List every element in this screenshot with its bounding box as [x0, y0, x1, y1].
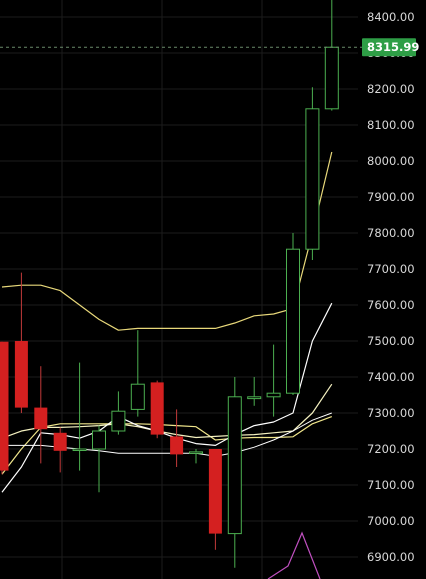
line-ma-slow — [1, 416, 333, 475]
candle — [286, 233, 300, 395]
indicator-series — [267, 531, 321, 579]
price-axis: 6900.00 7000.00 7100.00 7200.00 7300.00 7400.… — [367, 10, 415, 564]
candle-body — [92, 430, 106, 450]
candle — [130, 330, 145, 417]
candle — [14, 272, 28, 413]
price-axis-tick: 8400.00 — [367, 10, 415, 24]
candle-body — [72, 448, 87, 451]
candle — [34, 366, 48, 464]
price-axis-tick: 6900.00 — [367, 550, 415, 564]
price-axis-tick: 8000.00 — [367, 154, 415, 168]
price-axis-tick: 7000.00 — [367, 514, 415, 528]
candle-body — [53, 432, 67, 451]
candle-body — [305, 108, 320, 250]
price-axis-tick: 7700.00 — [367, 262, 415, 276]
grid — [0, 0, 358, 579]
price-axis-tick: 7600.00 — [367, 298, 415, 312]
candle — [0, 341, 9, 475]
candle-body — [266, 392, 281, 398]
line-envelope-upper — [1, 151, 333, 331]
price-axis-tick: 8200.00 — [367, 82, 415, 96]
price-axis-tick: 8100.00 — [367, 118, 415, 132]
line-ma-mid — [1, 383, 333, 439]
candle-body — [227, 396, 242, 535]
price-axis-tick: 7800.00 — [367, 226, 415, 240]
candle — [72, 362, 87, 471]
price-axis-tick: 7400.00 — [367, 370, 415, 384]
candle-body — [247, 396, 262, 400]
price-axis-tick: 7300.00 — [367, 406, 415, 420]
candle-body — [170, 436, 184, 455]
candle — [92, 425, 106, 493]
candle — [111, 391, 126, 435]
candle — [247, 377, 262, 406]
indicator-line — [267, 531, 321, 579]
candle-body — [150, 382, 164, 435]
candle — [266, 344, 281, 417]
candle — [53, 427, 67, 473]
candle-body — [130, 383, 145, 410]
current-price-label: 8315.99 — [367, 40, 419, 54]
candle-body — [0, 341, 9, 471]
candle-body — [324, 46, 339, 110]
candle — [189, 449, 203, 464]
candle — [170, 409, 184, 467]
current-price-badge — [362, 38, 416, 57]
candle-body — [34, 407, 48, 430]
candle-body — [14, 341, 28, 408]
candle — [227, 377, 242, 568]
candle-body — [286, 248, 300, 394]
price-axis-tick: 7200.00 — [367, 442, 415, 456]
candles — [0, 0, 339, 568]
candle — [208, 449, 222, 550]
candle-body — [111, 410, 126, 432]
price-axis-tick: 7100.00 — [367, 478, 415, 492]
candle-body — [189, 451, 203, 454]
price-axis-tick: 7900.00 — [367, 190, 415, 204]
candle-body — [208, 449, 222, 534]
candle — [305, 87, 320, 260]
candle — [150, 380, 164, 439]
current-price-marker: 8315.99 — [0, 38, 419, 57]
price-axis-tick: 7500.00 — [367, 334, 415, 348]
